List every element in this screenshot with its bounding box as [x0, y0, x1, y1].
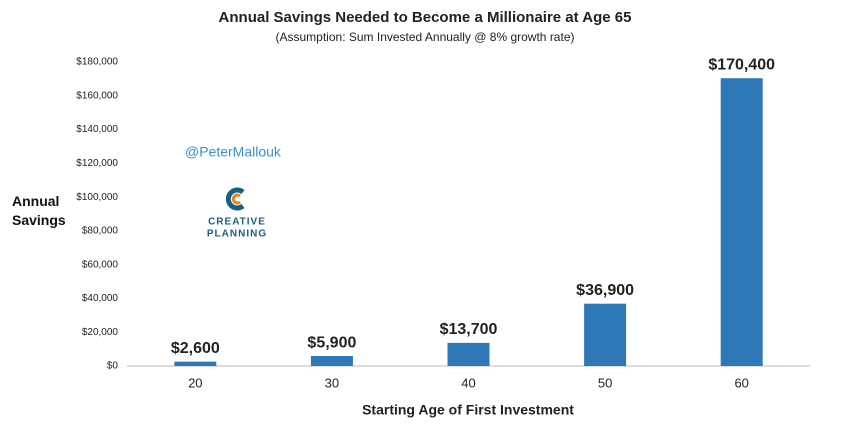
y-tick-label: $180,000: [76, 57, 118, 68]
y-tick-label: $140,000: [76, 124, 118, 135]
y-tick-label: $160,000: [76, 90, 118, 101]
y-tick-label: $40,000: [82, 293, 119, 304]
value-label: $2,600: [171, 340, 220, 357]
x-axis-title: Starting Age of First Investment: [362, 402, 574, 418]
chart-title: Annual Savings Needed to Become a Millio…: [219, 9, 632, 26]
x-tick-label: 40: [461, 375, 475, 390]
y-tick-label: $80,000: [82, 226, 119, 237]
x-tick-label: 60: [734, 375, 748, 390]
x-tick-label: 50: [598, 375, 612, 390]
value-label: $5,900: [307, 334, 356, 351]
y-axis-title: Annual Savings: [12, 193, 66, 228]
value-label: $36,900: [576, 282, 634, 299]
bar: [174, 361, 217, 366]
y-tick-label: $0: [107, 361, 119, 372]
x-tick-label: 30: [325, 375, 339, 390]
y-tick-label: $100,000: [76, 192, 118, 203]
bar: [584, 303, 627, 366]
x-tick-label: 20: [188, 375, 202, 390]
value-label: $170,400: [708, 56, 775, 73]
bar: [447, 342, 490, 366]
bar: [720, 78, 763, 367]
chart-subtitle: (Assumption: Sum Invested Annually @ 8% …: [276, 30, 575, 44]
y-tick-label: $20,000: [82, 327, 119, 338]
logo-text: PLANNING: [207, 229, 267, 240]
bar: [310, 356, 353, 366]
y-tick-label: $120,000: [76, 158, 118, 169]
logo-icon: [225, 187, 245, 211]
handle: @PeterMallouk: [185, 144, 282, 160]
logo-text: CREATIVE: [208, 217, 266, 228]
value-label: $13,700: [440, 321, 498, 338]
y-tick-label: $60,000: [82, 259, 119, 270]
